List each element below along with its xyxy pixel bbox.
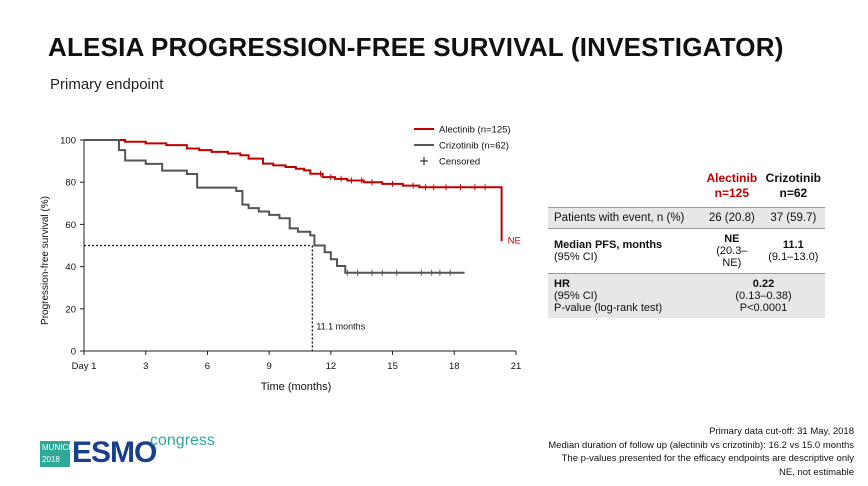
table-header-alectinib: Alectinib n=125 — [702, 168, 762, 208]
y-tick-label: 0 — [71, 347, 76, 358]
col-head-line: Alectinib n=125 — [706, 171, 758, 200]
x-tick-label: Day 1 — [72, 361, 97, 372]
x-axis-title: Time (months) — [261, 381, 332, 393]
y-tick-label: 40 — [65, 262, 76, 273]
x-tick-label: 15 — [387, 361, 398, 372]
x-tick-label: 18 — [449, 361, 460, 372]
row-label: HR — [554, 278, 570, 290]
page-subtitle: Primary endpoint — [50, 76, 164, 93]
row-sublabel: P-value (log-rank test) — [554, 302, 663, 314]
results-table: Alectinib n=125 Crizotinib n=62 Patients w… — [548, 168, 825, 318]
y-axis-title: Progression-free survival (%) — [40, 196, 51, 325]
footnote-line: Primary data cut-off: 31 May, 2018 — [709, 426, 854, 437]
page-title: ALESIA PROGRESSION-FREE SURVIVAL (INVEST… — [48, 32, 784, 62]
x-tick-label: 21 — [511, 361, 522, 372]
table-header-blank — [548, 168, 702, 208]
row-label: Median PFS, months — [554, 239, 663, 251]
footnote-line: The p-values presented for the efficacy … — [561, 453, 854, 464]
cell-subvalue: (20.3–NE) — [716, 245, 748, 269]
cell-value: 26 (20.8) — [702, 207, 762, 229]
row-sublabel: (95% CI) — [554, 251, 598, 263]
km-survival-chart: Day 1 3 6 9 12 15 18 21 0 20 40 60 80 100 Time (months… — [40, 125, 522, 394]
y-tick-label: 20 — [65, 304, 76, 315]
legend-label: Alectinib (n=125) — [439, 125, 511, 136]
cell-value: 11.1 — [782, 239, 804, 251]
cell-value: 37 (59.7) — [761, 207, 825, 229]
y-tick-label: 80 — [65, 178, 76, 189]
col-head-line: Crizotinib n=62 — [765, 171, 821, 200]
y-tick-label: 100 — [60, 136, 76, 147]
footnote-line: NE, not estimable — [779, 466, 854, 478]
end-label: NE — [508, 235, 521, 246]
hr-ci: (0.13–0.38) — [735, 290, 792, 302]
table-row-hr: HR (95% CI) P-value (log-rank test) 0.22… — [548, 273, 825, 318]
hr-value: 0.22 — [752, 278, 775, 290]
logo-city-badge: MUNICH 2018 — [40, 441, 74, 467]
p-value: P<0.0001 — [739, 302, 788, 314]
table-row-median-pfs: Median PFS, months (95% CI) NE (20.3–NE)… — [548, 228, 825, 274]
footnotes: Primary data cut-off: 31 May, 2018 Media… — [548, 425, 854, 479]
table-row-events: Patients with event, n (%) 26 (20.8) 37 … — [548, 207, 825, 229]
cell-subvalue: (9.1–13.0) — [768, 251, 819, 263]
logo-city: MUNICH — [42, 443, 74, 452]
table-header-crizotinib: Crizotinib n=62 — [762, 168, 825, 208]
x-tick-label: 9 — [266, 361, 271, 372]
x-tick-label: 12 — [326, 361, 337, 372]
median-label: 11.1 months — [316, 322, 365, 332]
series-line-1 — [84, 139, 465, 274]
cell-value: NE — [724, 233, 740, 245]
series-line-0 — [84, 139, 503, 242]
logo-word: congress — [150, 432, 215, 449]
censored-legend-label: Censored — [439, 157, 480, 168]
row-sublabel: (95% CI) — [554, 290, 598, 302]
esmo-congress-logo: MUNICH 2018 ESMO congress — [40, 432, 215, 474]
row-label: Patients with event, n (%) — [548, 207, 702, 229]
y-tick-label: 60 — [65, 220, 76, 231]
x-tick-label: 6 — [205, 361, 210, 372]
logo-brand: ESMO — [72, 436, 157, 469]
legend-label: Crizotinib (n=62) — [439, 141, 509, 152]
logo-year: 2018 — [42, 455, 60, 464]
footnote-line: Median duration of follow up (alectinib … — [548, 439, 854, 451]
x-tick-label: 3 — [143, 361, 148, 372]
